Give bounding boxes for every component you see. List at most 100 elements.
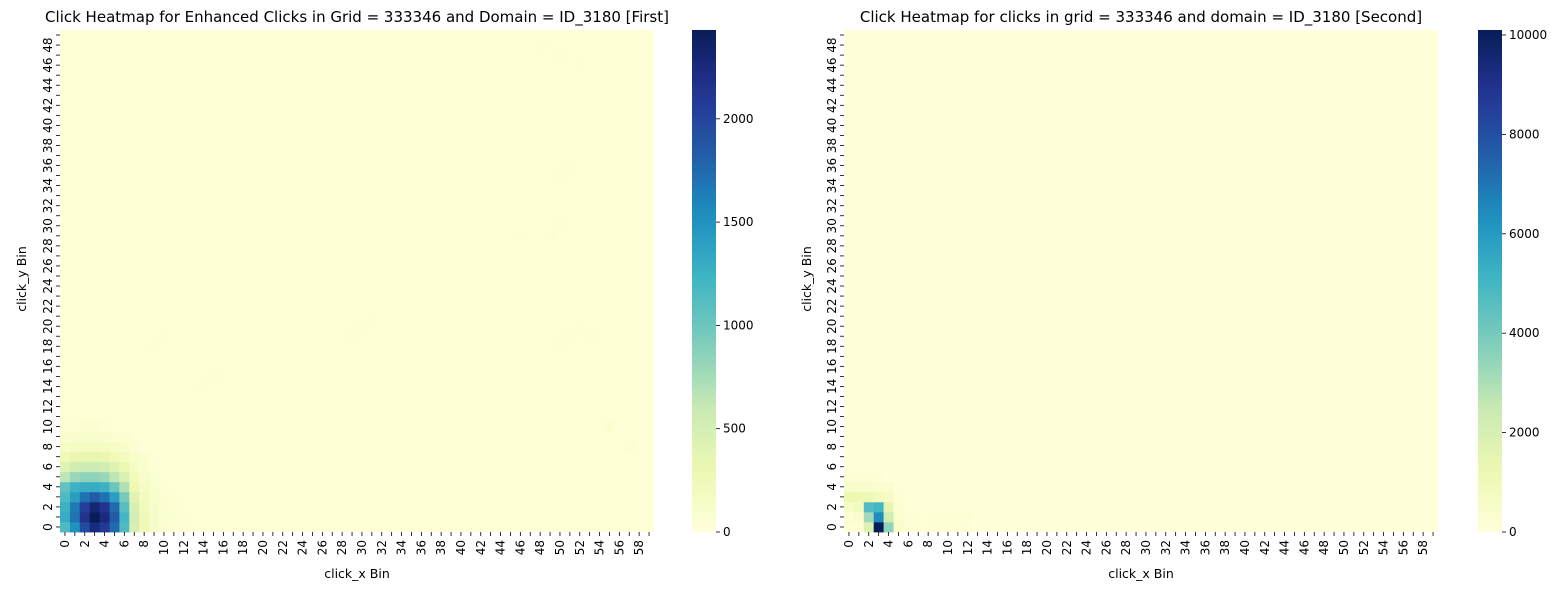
heatmap-cell	[574, 321, 586, 332]
heatmap-cell	[89, 441, 100, 453]
x-tick-label: 52	[1357, 540, 1371, 555]
heatmap-cell	[863, 521, 875, 533]
y-tick-label: 0	[41, 523, 55, 531]
y-tick-label: 34	[41, 178, 55, 193]
x-tick-label: 8	[137, 540, 151, 548]
x-tick-label: 52	[573, 540, 587, 555]
heatmap-cell	[564, 331, 576, 342]
heatmap-cell	[873, 511, 884, 523]
heatmap-cell	[853, 481, 865, 493]
heatmap-cell	[109, 481, 120, 493]
y-tick-label: 30	[825, 218, 839, 233]
heatmap-cell	[873, 481, 884, 493]
x-tick-label: 0	[842, 540, 856, 548]
heatmap-panel-second: Click Heatmap for clicks in grid = 33334…	[799, 8, 1547, 581]
heatmap-cell	[844, 481, 855, 493]
x-axis-label: click_x Bin	[324, 566, 390, 581]
heatmap-cell	[60, 501, 71, 513]
y-tick-label: 48	[41, 37, 55, 52]
heatmap-cell	[853, 501, 865, 513]
heatmap-cell	[69, 421, 81, 432]
heatmap-cell	[149, 491, 160, 503]
x-axis-ticks: 0 2 4 6 8 10 12 14 16 18 20 22 24 26 28 30 32 34 36 38 40 42 4…	[58, 532, 650, 555]
heatmap-cell	[79, 461, 91, 473]
heatmap-cell	[60, 431, 71, 443]
heatmap-cell	[564, 160, 576, 171]
heatmap-cell	[60, 441, 71, 453]
x-tick-label: 18	[236, 540, 250, 555]
x-tick-label: 30	[355, 540, 369, 555]
heatmap-cell	[60, 511, 71, 523]
y-tick-label: 36	[825, 158, 839, 173]
heatmap-cell	[844, 521, 855, 533]
y-tick-label: 2	[825, 503, 839, 511]
heatmap-cell	[159, 501, 170, 513]
x-tick-label: 36	[414, 540, 428, 555]
heatmap-cell	[149, 501, 160, 513]
colorbar: 0 500 1000 1500 2000	[692, 30, 754, 539]
x-tick-label: 16	[216, 540, 230, 555]
heatmap-cell	[60, 421, 71, 432]
heatmap-cell	[159, 521, 170, 533]
x-tick-label: 4	[882, 540, 896, 548]
heatmap-cell	[952, 521, 964, 533]
heatmap-cell	[168, 491, 180, 503]
heatmap-cell	[79, 501, 91, 513]
x-tick-label: 42	[1258, 540, 1272, 555]
heatmap-cell	[624, 441, 635, 453]
heatmap-cell	[79, 481, 91, 493]
colorbar-tick-label: 8000	[1509, 127, 1540, 141]
y-tick-label: 26	[825, 258, 839, 273]
heatmap-background	[60, 30, 654, 532]
x-tick-label: 56	[612, 540, 626, 555]
heatmap-cell	[159, 511, 170, 523]
heatmap-cell	[89, 471, 100, 483]
heatmap-cell	[555, 50, 566, 61]
heatmap-cell	[129, 451, 140, 463]
heatmap-cell	[79, 511, 91, 523]
heatmap-cell	[873, 491, 884, 503]
heatmap-cell	[844, 471, 855, 483]
heatmap-cell	[60, 461, 71, 473]
heatmap-cell	[139, 451, 150, 463]
x-tick-label: 50	[1337, 540, 1351, 555]
x-tick-label: 42	[474, 540, 488, 555]
heatmap-cell	[109, 461, 120, 473]
heatmap-cell	[943, 511, 954, 523]
colorbar-tick-label: 2000	[1509, 426, 1540, 440]
x-tick-label: 26	[315, 540, 329, 555]
y-tick-label: 12	[41, 399, 55, 414]
x-tick-label: 8	[921, 540, 935, 548]
heatmap-cell	[99, 511, 110, 523]
heatmap-cell	[99, 471, 110, 483]
heatmap-cell	[893, 481, 904, 493]
y-tick-label: 20	[825, 319, 839, 334]
heatmap-cell	[89, 481, 100, 493]
heatmap-cell	[893, 521, 904, 533]
heatmap-cell	[555, 341, 566, 352]
heatmap-cell	[159, 491, 170, 503]
heatmap-cell	[89, 451, 100, 463]
y-tick-label: 4	[825, 483, 839, 491]
heatmap-cell	[60, 491, 71, 503]
x-tick-label: 14	[197, 540, 211, 555]
y-tick-label: 22	[41, 298, 55, 313]
heatmap-cell	[109, 451, 120, 463]
heatmap-cell	[99, 421, 110, 432]
heatmap-cell	[79, 431, 91, 443]
x-tick-label: 0	[58, 540, 72, 548]
colorbar-gradient	[1478, 30, 1502, 532]
heatmap-cell	[555, 170, 566, 181]
heatmap-cell	[69, 471, 81, 483]
heatmap-cell	[99, 521, 110, 533]
x-tick-label: 32	[1159, 540, 1173, 555]
x-tick-label: 34	[395, 540, 409, 555]
heatmap-cell	[933, 521, 944, 533]
heatmap-cell	[109, 511, 120, 523]
heatmap-cell	[139, 491, 150, 503]
y-tick-label: 34	[825, 178, 839, 193]
heatmap-cell	[89, 461, 100, 473]
heatmap-cell	[159, 331, 170, 342]
colorbar-gradient	[692, 30, 716, 532]
y-tick-label: 18	[825, 339, 839, 354]
